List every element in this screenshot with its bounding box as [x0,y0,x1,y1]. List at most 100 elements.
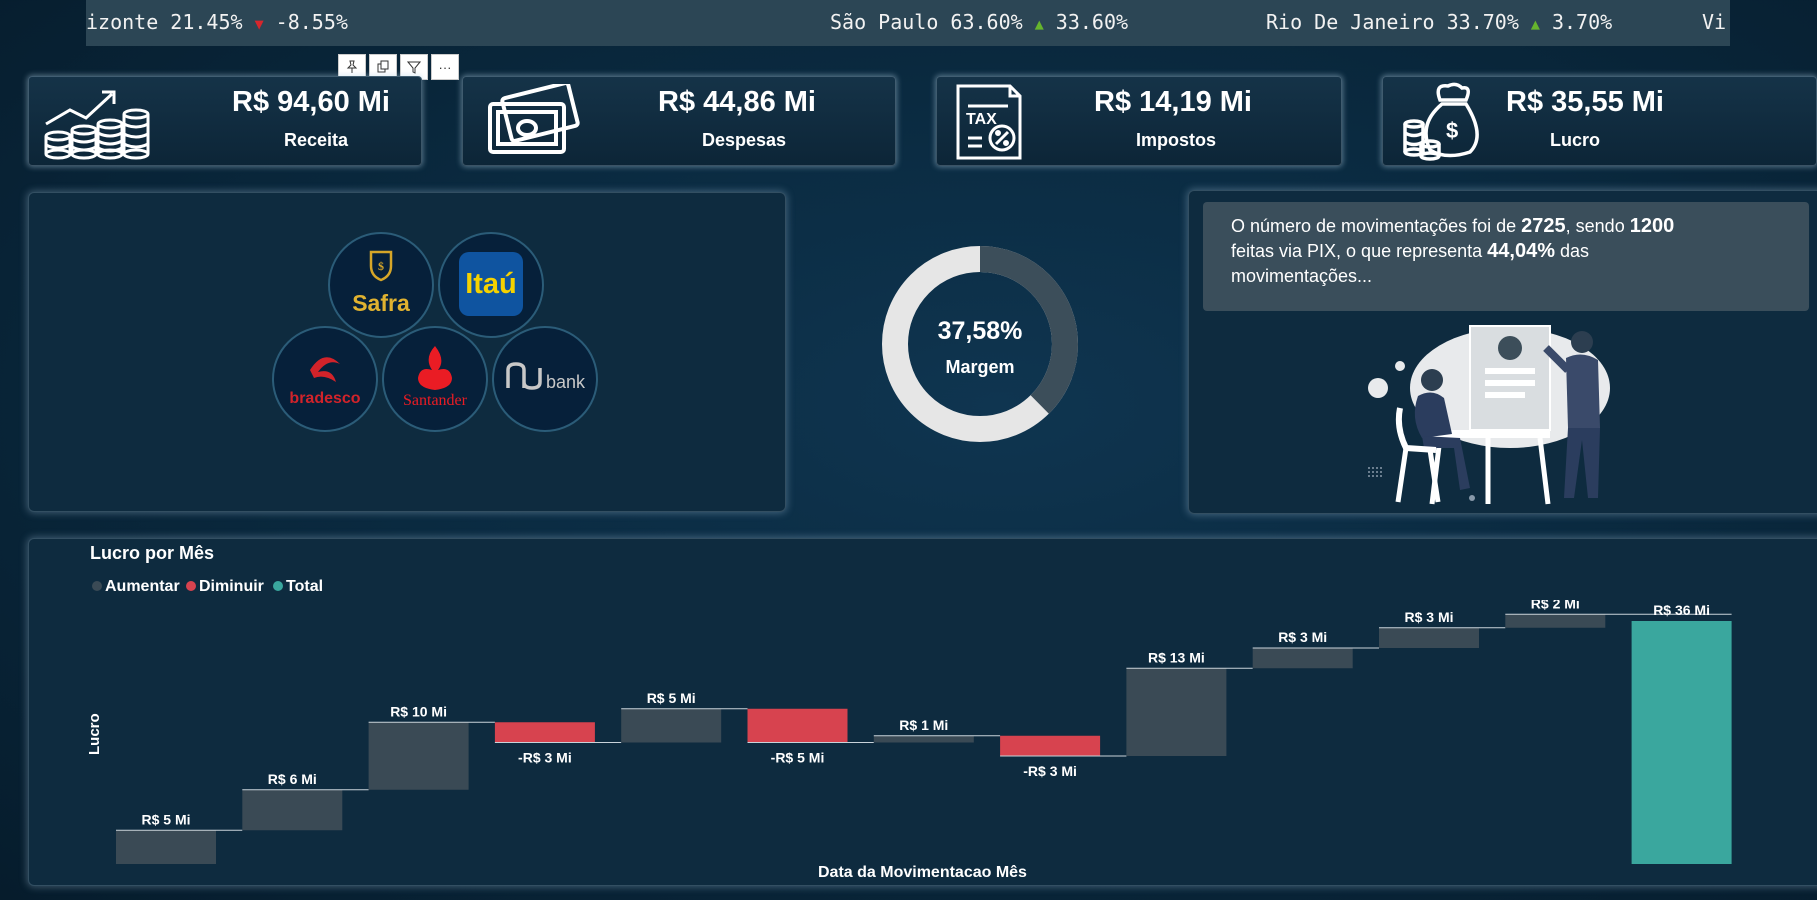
kpi-value: R$ 44,86 Mi [658,86,816,118]
safra-logo: $ Safra [328,232,434,338]
data-label: R$ 3 Mi [1278,629,1327,645]
legend-label: Aumentar [105,578,180,595]
ticker-item: Rio De Janeiro 33.70% ▲ 3.70% [1266,10,1612,34]
waterfall-bar[interactable] [1379,627,1479,648]
more-options-icon[interactable]: ··· [431,54,459,80]
margin-label: Margem [945,357,1015,377]
waterfall-bar[interactable] [242,789,343,831]
arrow-up-icon: ▲ [1034,15,1044,33]
waterfall-bar[interactable] [1126,668,1227,756]
waterfall-chart: R$ 5 Mi R$ 6 Mi R$ 10 Mi -R$ 3 Mi R$ 5 Mi -R$… [116,600,1732,864]
itau-logo: Itaú [438,232,544,338]
waterfall-bar[interactable] [747,708,848,743]
data-label: R$ 13 Mi [1148,649,1205,665]
legend-label: Total [286,578,324,595]
arrow-down-icon: ▼ [254,15,264,33]
more-options-label: ··· [438,59,452,75]
waterfall-bar[interactable] [873,735,974,743]
data-label: -R$ 3 Mi [1023,763,1077,779]
ticker-city: izonte 21.45% [86,10,255,34]
bradesco-logo: bradesco [272,326,378,432]
ticker-change: 3.70% [1539,10,1613,34]
legend-item-increase[interactable]: Aumentar [92,578,180,596]
ticker-city: Vi [1702,10,1727,34]
data-label: R$ 1 Mi [899,717,948,733]
nubank-nu-icon [506,362,542,390]
info-pix-count: 1200 [1629,215,1675,237]
svg-text:$: $ [378,259,384,273]
svg-text:TAX: TAX [966,111,997,128]
svg-text:$: $ [1446,118,1458,143]
legend-item-total[interactable]: Total [273,578,323,596]
data-label: R$ 5 Mi [141,811,190,827]
kpi-card-impostos: TAX R$ 14,19 Mi Impostos [936,76,1342,166]
waterfall-bar[interactable] [1000,735,1101,756]
data-label: R$ 5 Mi [647,690,696,706]
info-pix-percent: 44,04% [1487,240,1555,262]
legend-dot [92,581,102,591]
waterfall-bar[interactable] [1505,614,1606,628]
banknotes-icon [488,84,580,154]
waterfall-bar[interactable] [621,708,722,743]
santander-name: Santander [403,392,467,409]
info-text-1: O número de movimentações foi de [1231,216,1522,236]
waterfall-bar[interactable] [1631,621,1732,864]
safra-name: Safra [352,290,410,316]
bradesco-name: bradesco [289,390,361,407]
nubank-logo: bank [492,326,598,432]
data-label: R$ 36 Mi [1653,602,1710,618]
growth-coins-icon [44,90,150,160]
bradesco-tree-icon [310,357,340,382]
itau-name: Itaú [465,268,517,300]
kpi-label: Receita [284,130,349,150]
kpi-card-despesas: R$ 44,86 Mi Despesas [462,76,896,166]
santander-logo: Santander [382,326,488,432]
ticker-item: Vi [1702,10,1726,34]
info-count: 2725 [1521,215,1566,237]
ticker-bar: izonte 21.45% ▼ -8.55% São Paulo 63.60% ▲… [86,0,1730,46]
tax-document-icon: TAX [956,84,1022,160]
waterfall-bar[interactable] [1252,648,1353,669]
ticker-city: Rio De Janeiro 33.70% [1266,10,1531,34]
data-label: R$ 3 Mi [1404,609,1453,625]
pin-icon[interactable] [338,54,366,80]
people-illustration [1368,325,1610,505]
info-text-2: , sendo [1565,216,1630,236]
kpi-label: Lucro [1550,130,1601,150]
kpi-value: R$ 14,19 Mi [1094,86,1252,118]
margin-donut [882,246,1078,442]
data-label: -R$ 5 Mi [771,750,825,766]
data-label: -R$ 3 Mi [518,750,572,766]
ticker-item: São Paulo 63.60% ▲ 33.60% [830,10,1128,34]
kpi-label: Despesas [702,130,787,150]
info-text-3: feitas via PIX, o que representa [1231,241,1488,261]
banks-panel: $ Safra Itaú bradesco Santander bank [28,192,786,512]
data-label: R$ 10 Mi [390,703,447,719]
nubank-name: bank [546,372,586,392]
ticker-city: São Paulo 63.60% [830,10,1035,34]
ticker-item: izonte 21.45% ▼ -8.55% [86,10,348,34]
data-label: R$ 2 Mi [1531,600,1580,611]
arrow-up-icon: ▲ [1530,15,1540,33]
kpi-card-receita: R$ 94,60 Mi Receita [28,76,422,166]
waterfall-bar[interactable] [368,722,469,790]
ticker-change: 33.60% [1043,10,1129,34]
santander-flame-icon [418,346,452,390]
legend-dot [273,581,283,591]
kpi-value: R$ 35,55 Mi [1506,86,1664,118]
safra-shield-icon: $ [369,250,393,282]
kpi-label: Impostos [1136,130,1217,150]
kpi-card-lucro: $ R$ 35,55 Mi Lucro [1382,76,1817,166]
legend-item-decrease[interactable]: Diminuir [186,578,264,596]
money-bag-icon: $ [1403,82,1479,161]
legend-label: Diminuir [199,578,264,595]
data-label: R$ 6 Mi [268,771,317,787]
ticker-change: -8.55% [263,10,348,34]
waterfall-bar[interactable] [494,722,595,743]
info-text-5: movimentações... [1231,266,1373,286]
waterfall-bar[interactable] [116,830,216,864]
info-text-box: O número de movimentações foi de 2725, s… [1203,202,1809,311]
margin-arc [882,246,1078,442]
x-axis-label: Data da Movimentacao Mês [818,864,1027,881]
itau-badge [459,252,523,316]
